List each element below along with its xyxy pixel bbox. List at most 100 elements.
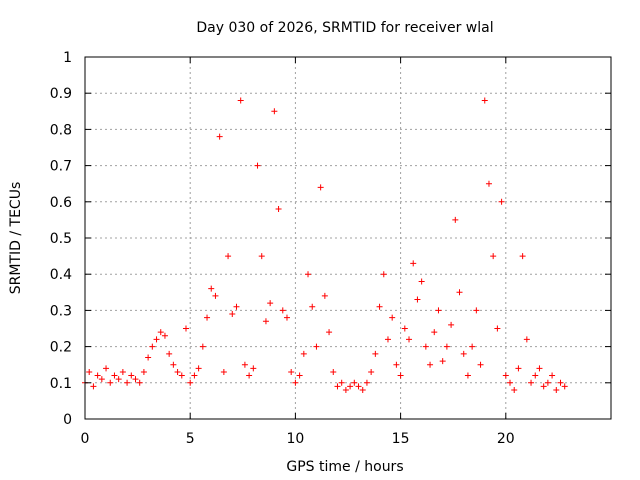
y-tick-label: 0.9 bbox=[50, 86, 72, 102]
chart-title: Day 030 of 2026, SRMTID for receiver wla… bbox=[196, 20, 493, 36]
data-point bbox=[481, 97, 488, 104]
data-point bbox=[561, 383, 568, 390]
data-point bbox=[288, 368, 295, 375]
data-point bbox=[414, 296, 421, 303]
data-point bbox=[452, 216, 459, 223]
data-point bbox=[347, 383, 354, 390]
data-point bbox=[111, 372, 118, 379]
data-point bbox=[241, 361, 248, 368]
data-point bbox=[427, 361, 434, 368]
data-point bbox=[485, 180, 492, 187]
data-point bbox=[317, 184, 324, 191]
data-point bbox=[300, 350, 307, 357]
data-point bbox=[119, 368, 126, 375]
data-point bbox=[389, 314, 396, 321]
data-point bbox=[246, 372, 253, 379]
data-point bbox=[359, 387, 366, 394]
data-point bbox=[342, 387, 349, 394]
data-point bbox=[549, 372, 556, 379]
data-point bbox=[363, 379, 370, 386]
data-point bbox=[507, 379, 514, 386]
data-point bbox=[136, 379, 143, 386]
data-point bbox=[178, 372, 185, 379]
data-point bbox=[380, 271, 387, 278]
y-tick-label: 0.4 bbox=[50, 267, 72, 283]
data-point bbox=[86, 368, 93, 375]
data-point bbox=[103, 365, 110, 372]
data-point bbox=[439, 358, 446, 365]
data-point bbox=[94, 372, 101, 379]
data-point bbox=[145, 354, 152, 361]
data-point bbox=[271, 108, 278, 115]
data-point bbox=[384, 336, 391, 343]
data-point bbox=[98, 376, 105, 383]
y-axis-label: SRMTID / TECUs bbox=[8, 182, 24, 295]
data-point bbox=[128, 372, 135, 379]
data-point bbox=[490, 253, 497, 260]
data-point bbox=[515, 365, 522, 372]
plot-frame bbox=[84, 56, 612, 420]
data-point bbox=[431, 329, 438, 336]
data-point bbox=[283, 314, 290, 321]
y-tick-label: 0.8 bbox=[50, 122, 72, 138]
data-point bbox=[90, 383, 97, 390]
data-point bbox=[275, 206, 282, 213]
data-point bbox=[477, 361, 484, 368]
data-point bbox=[498, 198, 505, 205]
data-point bbox=[124, 379, 131, 386]
data-point bbox=[326, 329, 333, 336]
data-point bbox=[225, 253, 232, 260]
data-point bbox=[519, 253, 526, 260]
data-point bbox=[157, 329, 164, 336]
data-point bbox=[254, 162, 261, 169]
data-point bbox=[258, 253, 265, 260]
x-tick-label: 5 bbox=[186, 431, 195, 447]
data-point bbox=[305, 271, 312, 278]
data-point bbox=[393, 361, 400, 368]
data-point bbox=[376, 303, 383, 310]
data-point bbox=[494, 325, 501, 332]
data-point bbox=[406, 336, 413, 343]
data-point bbox=[544, 379, 551, 386]
data-point bbox=[187, 379, 194, 386]
data-point bbox=[250, 365, 257, 372]
y-tick-label: 0.2 bbox=[50, 340, 72, 356]
data-point bbox=[313, 343, 320, 350]
data-point bbox=[401, 325, 408, 332]
data-point bbox=[351, 379, 358, 386]
axis-ticks bbox=[84, 56, 611, 420]
data-point bbox=[204, 314, 211, 321]
data-point bbox=[199, 343, 206, 350]
data-point bbox=[174, 368, 181, 375]
data-point bbox=[443, 343, 450, 350]
y-tick-label: 0.6 bbox=[50, 195, 72, 211]
data-point bbox=[153, 336, 160, 343]
data-points bbox=[82, 97, 568, 394]
data-point bbox=[220, 368, 227, 375]
data-point bbox=[195, 365, 202, 372]
y-tick-label: 0.3 bbox=[50, 303, 72, 319]
data-point bbox=[140, 368, 147, 375]
data-point bbox=[338, 379, 345, 386]
data-point bbox=[149, 343, 156, 350]
tick-labels: 00.10.20.30.40.50.60.70.80.910 5 10 15 20 bbox=[50, 50, 515, 447]
data-point bbox=[460, 350, 467, 357]
data-point bbox=[456, 289, 463, 296]
data-point bbox=[418, 278, 425, 285]
data-point bbox=[553, 387, 560, 394]
data-point bbox=[528, 379, 535, 386]
data-point bbox=[532, 372, 539, 379]
x-tick-label: 10 bbox=[286, 431, 304, 447]
data-point bbox=[511, 387, 518, 394]
data-point bbox=[267, 300, 274, 307]
data-point bbox=[292, 379, 299, 386]
data-point bbox=[182, 325, 189, 332]
data-point bbox=[309, 303, 316, 310]
data-point bbox=[473, 307, 480, 314]
data-point bbox=[523, 336, 530, 343]
data-point bbox=[262, 318, 269, 325]
data-point bbox=[170, 361, 177, 368]
data-point bbox=[330, 368, 337, 375]
y-tick-label: 0.5 bbox=[50, 231, 72, 247]
